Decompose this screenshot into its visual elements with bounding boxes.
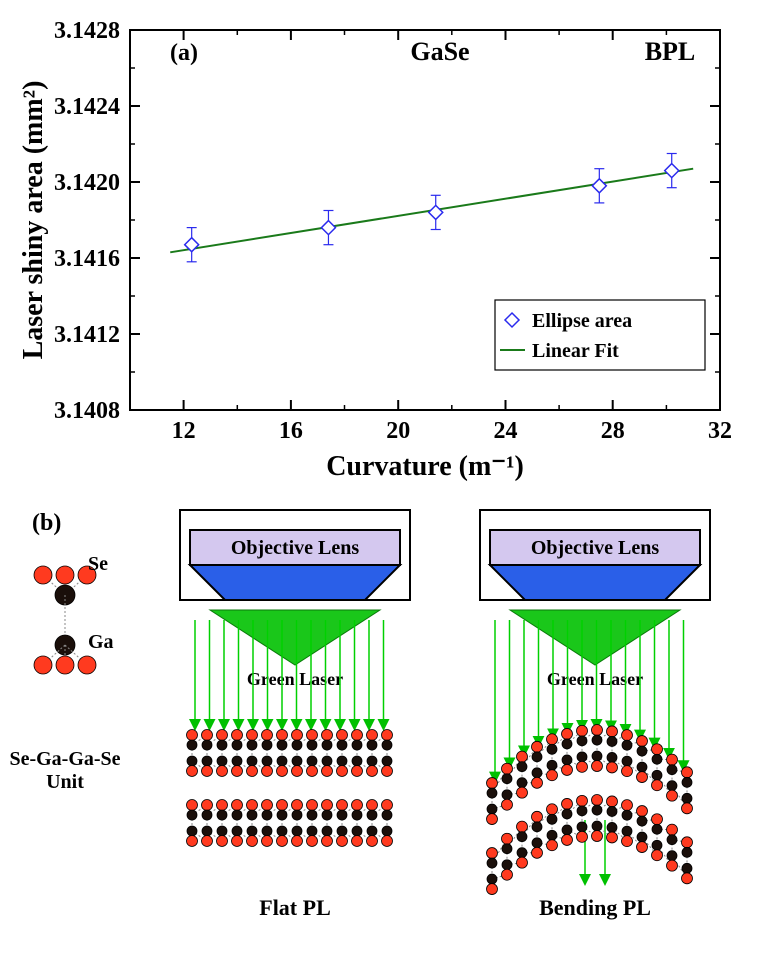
panel-b-label: (b) bbox=[32, 510, 61, 536]
se-label: Se bbox=[88, 553, 108, 575]
unit-name-1: Se-Ga-Ga-Se bbox=[10, 748, 121, 770]
bpl-label: BPL bbox=[645, 37, 696, 66]
flat-pl-column: Objective Lens Green Laser Flat PL bbox=[180, 510, 410, 920]
objective-lens-flat: Objective Lens bbox=[180, 510, 410, 600]
ytick-4: 3.1424 bbox=[54, 94, 120, 120]
x-axis-title: Curvature (m⁻¹) bbox=[326, 451, 524, 482]
xtick-24: 24 bbox=[494, 418, 518, 444]
gase-label: GaSe bbox=[410, 37, 469, 66]
bend-layers bbox=[487, 725, 693, 895]
ytick-2: 3.1416 bbox=[54, 246, 120, 272]
ytick-1: 3.1412 bbox=[54, 322, 120, 348]
ytick-0: 3.1408 bbox=[54, 398, 120, 424]
data-points bbox=[185, 154, 679, 262]
xtick-20: 20 bbox=[386, 418, 410, 444]
xtick-28: 28 bbox=[601, 418, 625, 444]
y-axis-title: Laser shiny area (mm²) bbox=[20, 81, 49, 360]
unit-name-2: Unit bbox=[46, 771, 84, 793]
legend-ellipse-text: Ellipse area bbox=[532, 310, 632, 332]
lens-label-flat: Objective Lens bbox=[231, 537, 360, 559]
legend-fit-text: Linear Fit bbox=[532, 340, 619, 362]
bending-pl-column: Objective Lens Green Laser Bending PL bbox=[480, 510, 710, 920]
flat-pl-label: Flat PL bbox=[259, 895, 331, 920]
xtick-32: 32 bbox=[708, 418, 732, 444]
laser-label-flat: Green Laser bbox=[247, 669, 343, 689]
panel-b: (b) Se Ga Se-Ga-Ga-Se Unit Objective Len… bbox=[10, 500, 750, 950]
flat-layers bbox=[187, 730, 393, 847]
ga-label: Ga bbox=[88, 631, 114, 653]
chart-panel-a: 12 16 20 24 28 32 3.1408 3.1412 3.1416 3… bbox=[20, 10, 740, 490]
ytick-5: 3.1428 bbox=[54, 18, 120, 44]
xtick-12: 12 bbox=[172, 418, 196, 444]
lens-label-bend: Objective Lens bbox=[531, 537, 660, 559]
se-ga-ga-se-unit bbox=[34, 566, 96, 674]
ytick-3: 3.1420 bbox=[54, 170, 120, 196]
laser-label-bend: Green Laser bbox=[547, 669, 643, 689]
xtick-16: 16 bbox=[279, 418, 303, 444]
objective-lens-bend: Objective Lens bbox=[480, 510, 710, 600]
panel-a-label: (a) bbox=[170, 40, 198, 66]
bending-pl-label: Bending PL bbox=[539, 895, 651, 920]
